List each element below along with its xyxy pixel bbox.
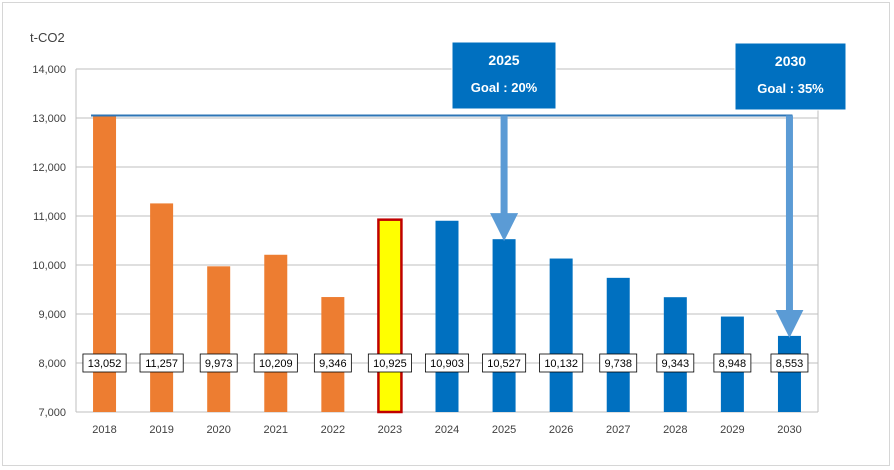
bar-2030 xyxy=(777,335,801,412)
data-label-box xyxy=(139,353,184,373)
x-axis-ticks: 2018 2019 2020 2021 2022 2023 2024 2025 2026 2027… xyxy=(92,424,801,436)
bar-2025 xyxy=(492,239,516,412)
data-labels: 13,052 11,257 9,973 10,209 9,346 10,925 10,903… xyxy=(82,353,809,373)
data-label-box xyxy=(82,353,127,373)
data-label-box xyxy=(539,353,584,373)
bar-2021 xyxy=(264,254,288,412)
x-tick-label: 2020 xyxy=(206,424,230,436)
data-label: 10,209 xyxy=(259,358,293,370)
x-tick-label: 2024 xyxy=(435,424,459,436)
x-tick-label: 2028 xyxy=(663,424,687,436)
data-label: 8,553 xyxy=(776,358,804,370)
data-label: 10,527 xyxy=(487,358,521,370)
data-label-box xyxy=(313,353,352,373)
data-label: 8,948 xyxy=(719,358,747,370)
goal-box-2030 xyxy=(734,42,847,111)
x-tick-label: 2021 xyxy=(264,424,288,436)
data-label-box xyxy=(367,353,412,373)
data-label-box xyxy=(253,353,298,373)
y-axis-title: t-CO2 xyxy=(30,30,65,45)
x-tick-label: 2019 xyxy=(149,424,173,436)
data-label-box xyxy=(770,353,809,373)
goal-annotations: 2025 Goal : 20% 2030 Goal : 35% xyxy=(451,41,847,338)
data-label: 11,257 xyxy=(145,358,178,370)
y-tick-label: 14,000 xyxy=(32,64,66,76)
data-label: 10,132 xyxy=(544,358,578,370)
x-tick-label: 2023 xyxy=(378,424,402,436)
x-tick-label: 2030 xyxy=(777,424,801,436)
data-label: 10,925 xyxy=(373,358,407,370)
data-label: 13,052 xyxy=(88,358,122,370)
data-label-box xyxy=(482,353,527,373)
x-tick-label: 2027 xyxy=(606,424,630,436)
bar-2018 xyxy=(93,115,117,413)
data-label: 10,903 xyxy=(430,358,464,370)
x-tick-label: 2029 xyxy=(720,424,744,436)
data-label-box xyxy=(656,353,695,373)
y-tick-label: 9,000 xyxy=(38,309,66,321)
bar-2020 xyxy=(207,266,231,412)
y-tick-label: 7,000 xyxy=(38,407,66,419)
data-label-box xyxy=(199,353,238,373)
x-tick-label: 2026 xyxy=(549,424,573,436)
x-tick-label: 2022 xyxy=(321,424,345,436)
bar-2026 xyxy=(549,258,573,412)
y-tick-label: 12,000 xyxy=(32,162,66,174)
data-label: 9,738 xyxy=(604,358,632,370)
y-tick-label: 11,000 xyxy=(33,211,66,223)
x-tick-label: 2025 xyxy=(492,424,516,436)
data-label-box xyxy=(713,353,752,373)
data-label: 9,343 xyxy=(662,358,690,370)
y-tick-label: 8,000 xyxy=(38,358,66,370)
bar-2027 xyxy=(606,277,630,412)
goal-title-2025: 2025 xyxy=(488,52,519,68)
goal-box-2025 xyxy=(451,41,557,110)
bars xyxy=(93,115,801,414)
bar-2024 xyxy=(435,220,459,412)
y-tick-label: 10,000 xyxy=(32,260,66,272)
y-axis-ticks: 7,000 8,000 9,000 10,000 11,000 12,000 13,000 1… xyxy=(32,64,66,419)
x-tick-label: 2018 xyxy=(92,424,116,436)
data-label: 9,346 xyxy=(319,358,347,370)
goal-text-2025: Goal : 20% xyxy=(471,80,538,95)
goal-title-2030: 2030 xyxy=(775,53,806,69)
goal-text-2030: Goal : 35% xyxy=(757,81,824,96)
data-label-box xyxy=(599,353,638,373)
data-label-box xyxy=(424,353,469,373)
y-tick-label: 13,000 xyxy=(32,113,66,125)
bar-2019 xyxy=(150,203,174,412)
bar-2023 xyxy=(377,218,403,414)
gridlines xyxy=(75,68,819,413)
data-label: 9,973 xyxy=(205,358,233,370)
